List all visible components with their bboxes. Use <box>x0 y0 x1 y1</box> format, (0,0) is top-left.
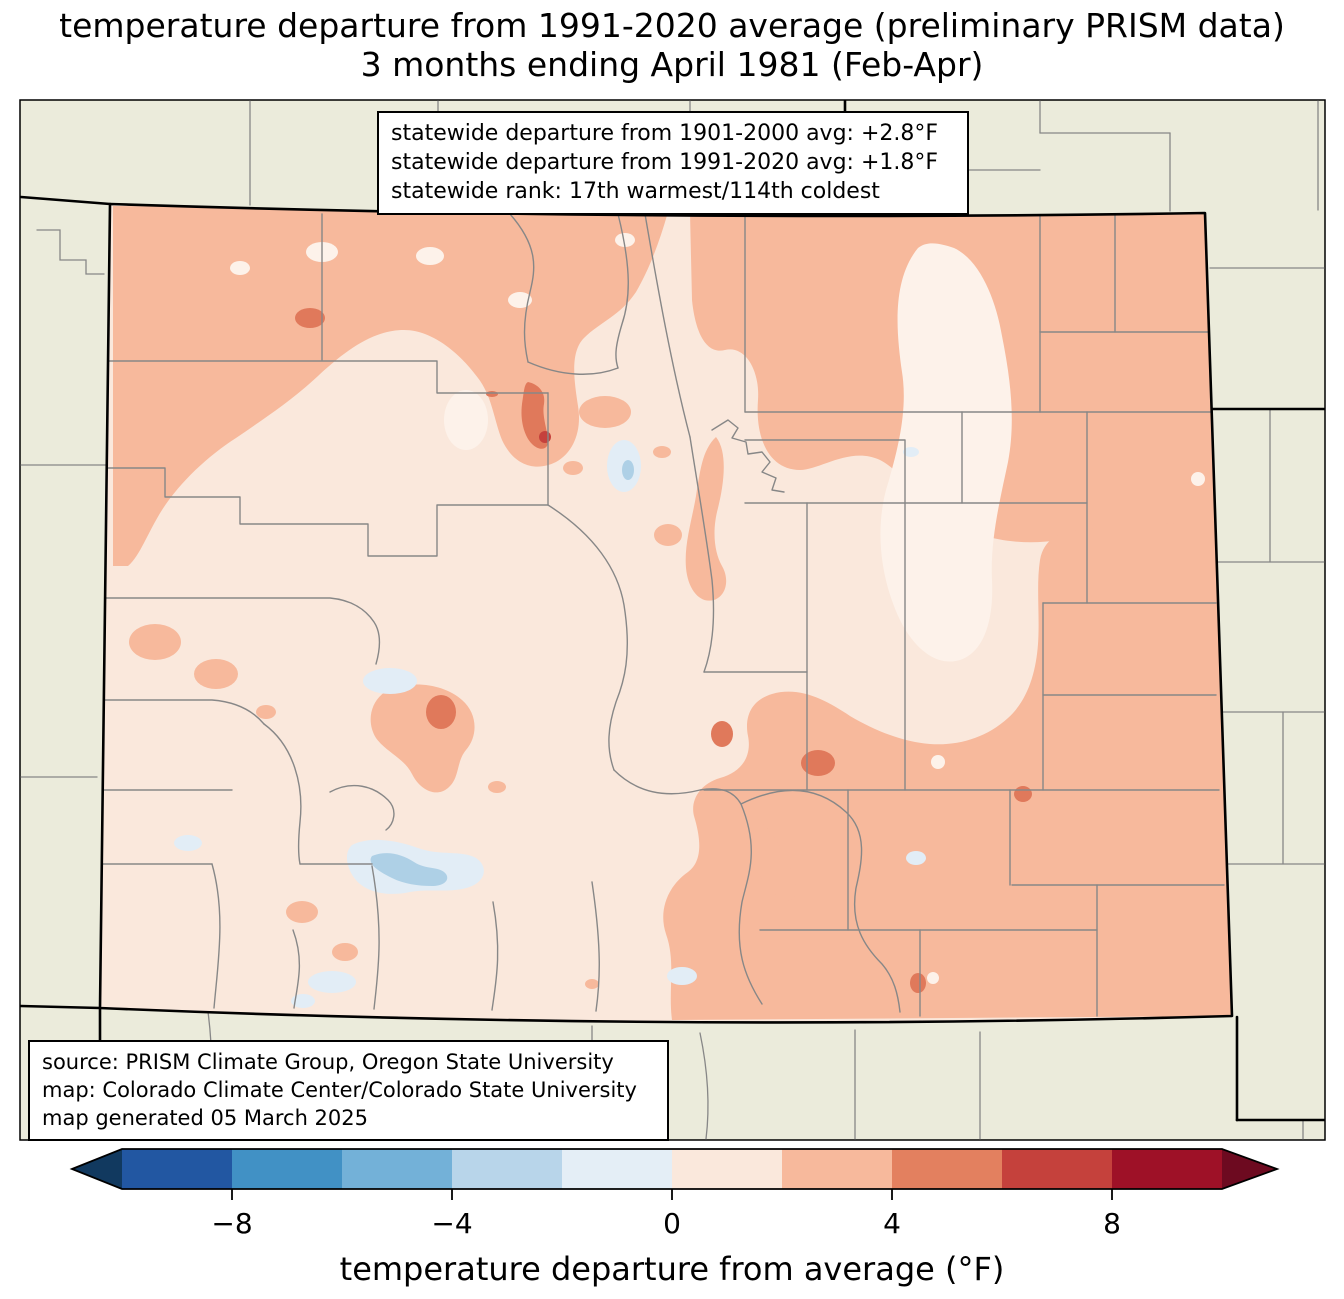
anomaly-warm-patch <box>488 781 506 793</box>
colorbar-segment <box>1112 1149 1223 1189</box>
title-line-2: 3 months ending April 1981 (Feb-Apr) <box>360 45 984 84</box>
source-line-1: source: PRISM Climate Group, Oregon Stat… <box>42 1050 614 1074</box>
anomaly-hottest-spot <box>539 431 551 443</box>
colorbar-tick-label: −4 <box>431 1207 472 1240</box>
colorbar-tick-label: 4 <box>883 1207 901 1240</box>
colorbar-axis-label: temperature departure from average (°F) <box>340 1250 1005 1288</box>
anomaly-cool-patch <box>906 851 926 865</box>
colorbar-segment <box>232 1149 343 1189</box>
colorbar-segment <box>782 1149 893 1189</box>
colorbar-segment <box>452 1149 563 1189</box>
anomaly-warm-patch <box>579 396 631 428</box>
anomaly-cool-patch <box>291 994 315 1008</box>
anomaly-hot-spot <box>426 695 456 729</box>
stats-line-2: statewide departure from 1991-2020 avg: … <box>391 150 939 175</box>
colorbar-tick-label: 8 <box>1103 1207 1121 1240</box>
colorbar-outline <box>69 1148 1280 1190</box>
colorbar-tick-label: −8 <box>211 1207 252 1240</box>
anomaly-hot-spot <box>910 973 926 993</box>
anomaly-warm-patch <box>332 943 358 961</box>
stats-line-3: statewide rank: 17th warmest/114th colde… <box>391 179 880 204</box>
anomaly-hot-spot <box>486 391 498 397</box>
anomaly-cooler-core <box>370 853 448 886</box>
colorbar-segment <box>892 1149 1003 1189</box>
colorbar-segment <box>1002 1149 1113 1189</box>
anomaly-warm-patch <box>194 659 238 689</box>
anomaly-cool-patch <box>174 835 202 851</box>
anomaly-cool-patch <box>308 971 356 993</box>
source-line-2: map: Colorado Climate Center/Colorado St… <box>42 1078 637 1102</box>
colorbar-segments <box>122 1149 1223 1189</box>
anomaly-hot-spot <box>801 750 835 776</box>
anomaly-warm-patch <box>563 461 583 475</box>
colorbar-segment <box>672 1149 783 1189</box>
stats-line-1: statewide departure from 1901-2000 avg: … <box>391 121 939 146</box>
colorbar: −8 −4 0 4 8 temperature departure from avera… <box>69 1148 1280 1288</box>
colorado-county-lines <box>100 213 1225 1017</box>
anomaly-pale-spot <box>230 261 250 275</box>
anomaly-pale-spot <box>1191 472 1205 486</box>
colorbar-over-arrow <box>1222 1149 1277 1189</box>
anomaly-pale-spot <box>927 972 939 984</box>
anomaly-pale-spot <box>615 233 635 247</box>
anomaly-pale-spot <box>416 247 444 265</box>
colorbar-tick-label: 0 <box>663 1207 681 1240</box>
anomaly-warm-patch <box>129 624 181 660</box>
colorbar-under-arrow <box>72 1149 122 1189</box>
anomaly-hot-spot <box>711 721 733 747</box>
anomaly-warm-patch <box>654 524 682 546</box>
anomaly-warm-patch <box>653 446 671 458</box>
anomaly-pale-spot <box>931 755 945 769</box>
anomaly-pale-spot <box>444 390 488 450</box>
anomaly-cooler-core <box>622 460 634 480</box>
anomaly-warm-patch <box>286 901 318 923</box>
anomaly-cool-patch <box>363 668 417 694</box>
colorbar-segment <box>562 1149 673 1189</box>
anomaly-pale-spot <box>508 292 532 308</box>
colorbar-segment <box>122 1149 233 1189</box>
anomaly-pale-band <box>880 243 1012 662</box>
anomaly-warm-patch <box>743 812 796 901</box>
anomaly-cool-patch <box>667 967 697 985</box>
anomaly-hot-spot <box>295 308 325 328</box>
anomaly-region-se-warm <box>663 520 1232 1020</box>
anomaly-hot-spot <box>1014 786 1032 802</box>
title-line-1: temperature departure from 1991-2020 ave… <box>59 6 1285 45</box>
source-attribution-box: source: PRISM Climate Group, Oregon Stat… <box>28 1040 669 1141</box>
temperature-anomaly-field <box>100 206 1232 1020</box>
statewide-stats-box: statewide departure from 1901-2000 avg: … <box>377 111 969 215</box>
anomaly-cool-patch <box>903 447 919 457</box>
anomaly-warm-patch <box>256 705 276 719</box>
colorbar-ticks: −8 −4 0 4 8 <box>211 1189 1121 1240</box>
anomaly-warm-patch <box>585 979 599 989</box>
figure-title: temperature departure from 1991-2020 ave… <box>0 6 1344 84</box>
colorbar-segment <box>342 1149 453 1189</box>
source-line-3: map generated 05 March 2025 <box>42 1106 369 1130</box>
anomaly-warm-patch <box>685 437 727 601</box>
